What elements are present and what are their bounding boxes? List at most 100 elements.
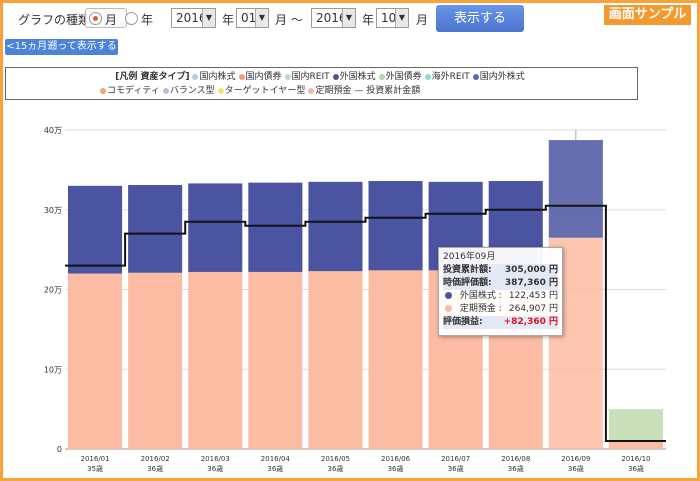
legend-line-item: — 投資累計金額 (354, 86, 421, 96)
tooltip-series-label: 定期預金 : (459, 304, 502, 314)
legend-dot-icon (424, 73, 431, 80)
sample-badge: 画面サンプル (604, 5, 691, 25)
legend-item: ターゲットイヤー型 (217, 84, 305, 98)
series-dot-icon (445, 292, 452, 299)
bar-segment (608, 441, 663, 449)
series-dot-icon (445, 305, 452, 312)
x-tick-label: 2016/08 (501, 455, 530, 463)
back-15-months-button[interactable]: <15ヵ月遡って表示する (5, 39, 118, 55)
tooltip-series-row: 外国株式 : 122,453 円 (443, 290, 558, 303)
chevron-down-icon: ▼ (395, 9, 408, 27)
bar-segment (128, 185, 183, 273)
tooltip-cum-label: 投資累計額: (443, 265, 492, 275)
start-year-value: 2016 (176, 11, 207, 25)
legend-dot-icon (238, 73, 245, 80)
radio-year-label: 年 (141, 13, 154, 27)
legend-dot-icon (284, 73, 291, 80)
radio-month[interactable] (89, 12, 102, 25)
legend-label: 外国債券 (385, 72, 422, 82)
range-tilde: ～ (291, 13, 304, 27)
x-tick-sublabel: 35歳 (87, 464, 103, 473)
end-year-select[interactable]: 2016 ▼ (311, 8, 356, 28)
graph-type-label: グラフの種類: (18, 13, 95, 27)
bar-segment (308, 271, 363, 449)
tooltip-date: 2016年09月 (443, 252, 496, 262)
bar-segment (68, 273, 123, 449)
tooltip-series-label: 外国株式 : (459, 291, 502, 301)
legend-dot-icon (217, 87, 224, 94)
y-tick-label: 10万 (44, 365, 62, 374)
bar-segment (308, 181, 363, 272)
legend-label: 海外REIT (431, 72, 470, 82)
tooltip-eval-row: 時価評価額: 387,360 円 (443, 277, 558, 290)
legend-item: バランス型 (162, 84, 215, 98)
x-tick-label: 2016/02 (141, 455, 170, 463)
x-tick-label: 2016/09 (561, 455, 590, 463)
legend-label: 定期預金 (315, 86, 352, 96)
start-year-unit: 年 (222, 13, 235, 27)
x-tick-sublabel: 36歳 (448, 464, 464, 473)
tooltip-cum-value: 305,000 円 (504, 265, 558, 275)
end-month-value: 10 (381, 11, 397, 25)
y-tick-label: 40万 (44, 126, 62, 135)
legend-item: 国内債券 (238, 70, 282, 84)
start-month-value: 01 (241, 11, 257, 25)
legend-dot-icon (162, 87, 169, 94)
y-tick-label: 20万 (44, 286, 62, 295)
radio-year[interactable] (125, 12, 138, 25)
x-tick-sublabel: 36歳 (508, 464, 524, 473)
bar-segment (68, 185, 123, 274)
y-tick-label: 30万 (44, 206, 62, 215)
tooltip-series-value: 122,453 円 (508, 291, 558, 301)
bar-segment (368, 270, 423, 449)
legend-row: [凡例 資産タイプ] 国内株式 国内債券 国内REIT 外国株式 外国債券 海外REIT 国… (10, 70, 633, 84)
x-tick-sublabel: 36歳 (147, 464, 163, 473)
tooltip-eval-value: 387,360 円 (504, 278, 558, 288)
tooltip-pl-row: 評価損益: +82,360 円 (443, 316, 558, 329)
legend-item: 外国債券 (378, 70, 422, 84)
end-month-select[interactable]: 10 ▼ (376, 8, 409, 28)
x-tick-label: 2016/01 (81, 455, 110, 463)
tooltip-series-row: 定期預金 : 264,907 円 (443, 303, 558, 316)
legend-dot-icon (332, 73, 339, 80)
tooltip-series-value: 264,907 円 (508, 304, 558, 314)
chevron-down-icon: ▼ (342, 9, 355, 27)
x-tick-sublabel: 36歳 (267, 464, 283, 473)
tooltip-eval-label: 時価評価額: (443, 278, 492, 288)
bar-segment (188, 183, 243, 272)
show-button[interactable]: 表示する (436, 5, 524, 32)
tooltip: 2016年09月 投資累計額: 305,000 円 時価評価額: 387,360… (438, 247, 563, 336)
legend-dot-icon (100, 87, 106, 94)
x-tick-sublabel: 36歳 (628, 464, 644, 473)
cumulative-line (65, 204, 666, 443)
legend-label: 国内株式 (199, 72, 236, 82)
tooltip-pl-value: +82,360 円 (503, 317, 558, 327)
x-tick-sublabel: 36歳 (207, 464, 223, 473)
end-year-value: 2016 (316, 11, 347, 25)
legend-label: 外国株式 (339, 72, 376, 82)
bar-segment (248, 271, 303, 449)
legend-label: 国内外株式 (479, 72, 525, 82)
chevron-down-icon: ▼ (202, 9, 215, 27)
end-month-unit: 月 (416, 13, 429, 27)
bar-segment (128, 272, 183, 449)
bar-segment (188, 271, 243, 449)
start-month-unit: 月 (275, 13, 288, 27)
start-month-select[interactable]: 01 ▼ (236, 8, 269, 28)
legend-row: コモディティ バランス型 ターゲットイヤー型 定期預金 — 投資累計金額 (10, 84, 633, 98)
legend-header: [凡例 資産タイプ] (115, 72, 190, 82)
tooltip-cum-row: 投資累計額: 305,000 円 (443, 264, 558, 277)
chevron-down-icon: ▼ (255, 9, 268, 27)
legend: [凡例 資産タイプ] 国内株式 国内債券 国内REIT 外国株式 外国債券 海外REIT 国… (5, 67, 638, 100)
legend-item: 国内REIT (284, 70, 330, 84)
x-tick-sublabel: 36歳 (568, 464, 584, 473)
radio-month-label: 月 (105, 13, 118, 27)
legend-dot-icon (192, 73, 199, 80)
legend-item: 国内外株式 (472, 70, 525, 84)
legend-item: 海外REIT (424, 70, 470, 84)
start-year-select[interactable]: 2016 ▼ (171, 8, 216, 28)
legend-item: 国内株式 (192, 70, 236, 84)
legend-item: 定期預金 (308, 84, 351, 98)
